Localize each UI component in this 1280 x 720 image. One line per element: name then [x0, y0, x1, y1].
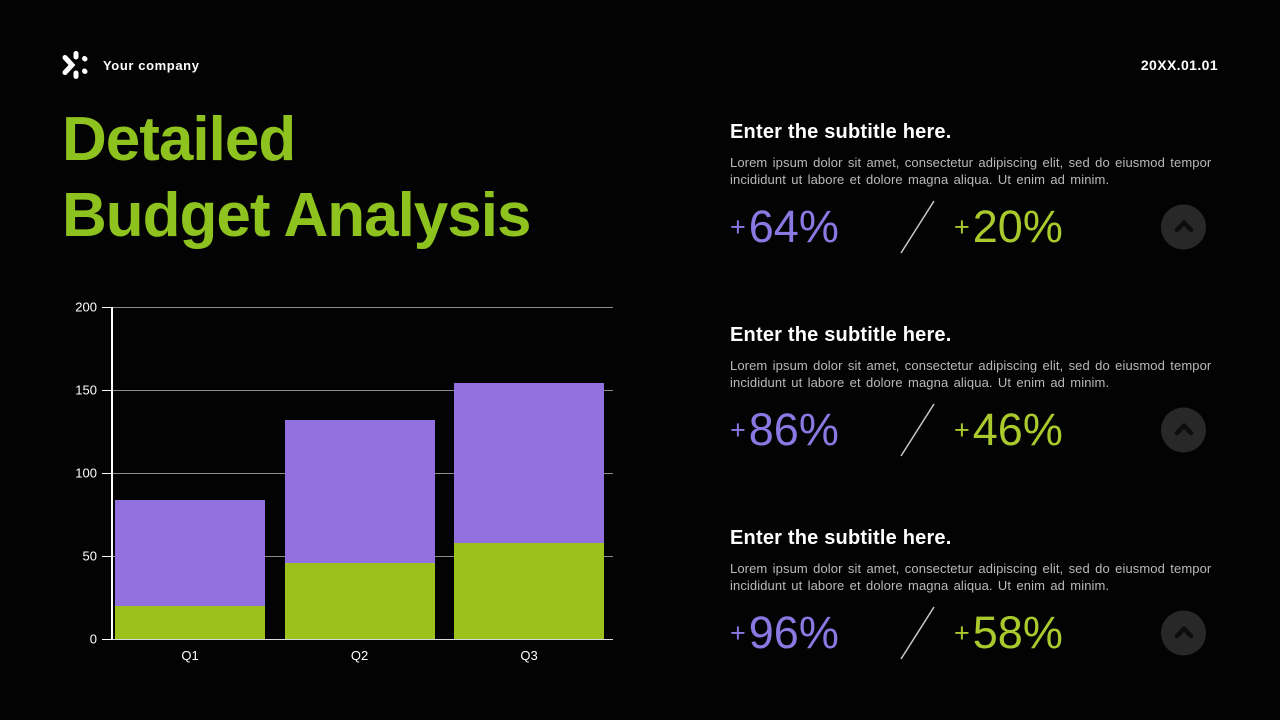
subtitle-heading: Enter the subtitle here.: [730, 527, 952, 549]
bar-group-q2: [284, 419, 435, 639]
stat-purple: +86%: [730, 404, 839, 455]
stat-purple: +96%: [730, 607, 839, 658]
bar-segment-green-segment: [115, 605, 265, 639]
plus-sign: +: [730, 617, 746, 648]
x-axis-label: Q3: [520, 648, 538, 663]
plus-sign: +: [954, 617, 970, 648]
bar-segment-purple-segment: [454, 383, 604, 543]
y-axis-label: 100: [75, 465, 97, 481]
plus-sign: +: [954, 211, 970, 242]
brand: Your company: [60, 49, 200, 81]
slash-divider: [900, 606, 935, 660]
stats-row: +64% +20%: [730, 198, 1212, 256]
company-name: Your company: [103, 57, 200, 73]
page-title-line1: Detailed: [62, 105, 296, 174]
bar-segment-green-segment: [454, 542, 604, 639]
chevron-up-icon: [1174, 625, 1194, 641]
subtitle-body: Lorem ipsum dolor sit amet, consectetur …: [730, 561, 1212, 593]
x-axis-labels: Q1 Q2 Q3: [113, 648, 613, 663]
y-axis-tick: [102, 556, 111, 557]
gridline: [113, 307, 613, 308]
scroll-up-button[interactable]: [1161, 204, 1206, 250]
stat-green: +58%: [954, 607, 1063, 658]
scroll-up-button[interactable]: [1161, 610, 1206, 656]
scroll-up-button[interactable]: [1161, 407, 1206, 453]
stats-row: +86% +46%: [730, 401, 1212, 459]
chevron-up-icon: [1174, 219, 1194, 235]
gridline: [113, 390, 613, 391]
chart-plot: [102, 307, 613, 640]
plus-sign: +: [730, 414, 746, 445]
page-title: Detailed Budget Analysis: [62, 102, 531, 254]
plus-sign: +: [730, 211, 746, 242]
x-axis-label: Q1: [181, 648, 199, 663]
stat-green: +20%: [954, 201, 1063, 252]
page-title-line2: Budget Analysis: [62, 181, 531, 250]
stat-purple: +64%: [730, 201, 839, 252]
y-axis: 0 50 100 150 200: [63, 300, 111, 647]
y-axis-label: 50: [82, 548, 97, 564]
slash-divider: [900, 403, 935, 457]
subtitle-body: Lorem ipsum dolor sit amet, consectetur …: [730, 155, 1212, 187]
y-axis-tick: [102, 390, 111, 391]
stat-green: +46%: [954, 404, 1063, 455]
chevron-up-icon: [1174, 422, 1194, 438]
y-axis-label: 150: [75, 382, 97, 398]
stats-row: +96% +58%: [730, 604, 1212, 662]
y-axis-tick: [102, 473, 111, 474]
y-axis-tick: [102, 639, 111, 640]
bars: [113, 307, 613, 639]
slash-divider: [900, 200, 935, 254]
asterisk-spark-icon: [60, 49, 92, 81]
bar-group-q1: [115, 499, 265, 639]
subtitle-panel-1: Enter the subtitle here. Lorem ipsum dol…: [730, 121, 1212, 256]
budget-chart: 0 50 100 150 200 Q1 Q2 Q3: [63, 300, 613, 663]
subtitle-panel-3: Enter the subtitle here. Lorem ipsum dol…: [730, 527, 1212, 662]
bar-group-q3: [454, 383, 604, 639]
plus-sign: +: [954, 414, 970, 445]
y-axis-label: 200: [75, 299, 97, 315]
y-axis-label: 0: [89, 631, 97, 647]
subtitle-panel-2: Enter the subtitle here. Lorem ipsum dol…: [730, 324, 1212, 459]
bar-segment-green-segment: [284, 562, 435, 639]
bar-segment-purple-segment: [115, 499, 265, 606]
y-axis-tick: [102, 307, 111, 308]
bar-segment-purple-segment: [284, 419, 435, 563]
subtitle-heading: Enter the subtitle here.: [730, 324, 952, 346]
slide-date: 20XX.01.01: [1140, 57, 1218, 73]
subtitle-body: Lorem ipsum dolor sit amet, consectetur …: [730, 358, 1212, 390]
x-axis-label: Q2: [350, 648, 369, 663]
subtitle-heading: Enter the subtitle here.: [730, 121, 952, 143]
